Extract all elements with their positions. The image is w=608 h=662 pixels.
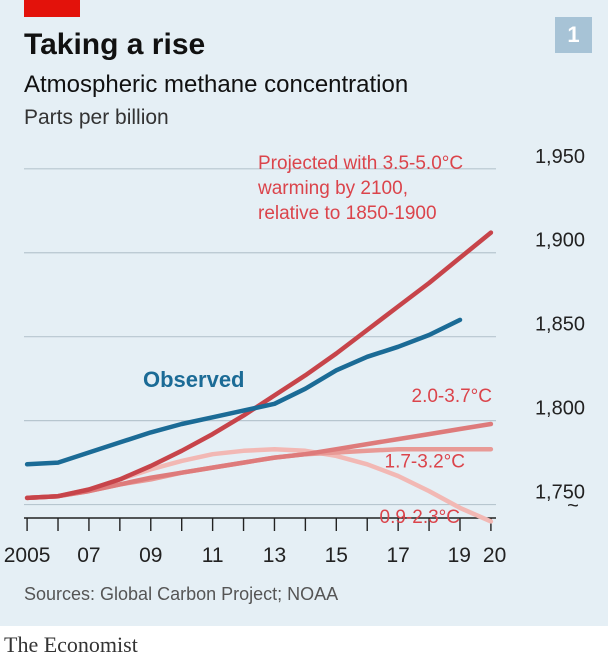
series-annotation-2-line-0: 2.0-3.7°C — [412, 386, 492, 407]
x-tick-label-13: 13 — [263, 544, 286, 567]
chart-card — [0, 0, 608, 626]
axis-break-symbol: ~ — [567, 495, 579, 517]
chart-title: Taking a rise — [24, 28, 206, 61]
methane-line-chart: 1,750 1,800 1,850 1,900 1,950 2005 07 09 11 13 15… — [4, 146, 585, 567]
chart-unit-label: Parts per billion — [24, 106, 169, 129]
series-line-4 — [24, 317, 463, 467]
x-tick-label-11: 11 — [202, 544, 224, 567]
x-tick-label-07: 07 — [77, 544, 100, 567]
y-axis-tick-labels: 1,750 1,800 1,850 1,900 1,950 — [535, 146, 585, 504]
y-tick-label-1950: 1,950 — [535, 146, 585, 168]
y-tick-label-1850: 1,850 — [535, 314, 585, 336]
x-tick-label-2005: 2005 — [4, 544, 51, 567]
x-tick-label-19: 19 — [448, 544, 471, 567]
series-annotation-3: 1.7-3.2°C — [385, 452, 465, 473]
y-tick-label-1800: 1,800 — [535, 398, 585, 420]
chart-subtitle: Atmospheric methane concentration — [24, 71, 409, 98]
series-lines — [24, 230, 494, 524]
series-annotation-3-line-0: 1.7-3.2°C — [385, 452, 465, 473]
series-annotation-4-line-0: 0.9-2.3°C — [380, 507, 460, 528]
x-tick-label-09: 09 — [139, 544, 162, 567]
series-annotations: Projected with 3.5-5.0°C warming by 2100,… — [143, 153, 492, 528]
brand-red-tab — [24, 0, 80, 17]
x-axis: 2005 07 09 11 13 15 17 19 20 ~ — [4, 495, 579, 567]
series-annotation-1-line-0: Observed — [143, 367, 245, 392]
x-tick-label-17: 17 — [386, 544, 409, 567]
series-annotation-2: 2.0-3.7°C — [412, 386, 492, 407]
chart-number-badge: 1 — [555, 17, 592, 53]
series-annotation-0-line-2: relative to 1850-1900 — [258, 203, 437, 224]
series-annotation-0-line-0: Projected with 3.5-5.0°C — [258, 153, 463, 174]
x-tick-label-20: 20 — [483, 544, 506, 567]
x-tick-label-15: 15 — [325, 544, 348, 567]
y-tick-label-1750: 1,750 — [535, 482, 585, 504]
gridlines — [24, 168, 496, 506]
series-annotation-0: Projected with 3.5-5.0°C warming by 2100,… — [257, 153, 463, 224]
publisher-wordmark: The Economist — [4, 632, 138, 657]
series-annotation-4: 0.9-2.3°C — [380, 507, 460, 528]
y-tick-label-1900: 1,900 — [535, 230, 585, 252]
series-line-1 — [24, 421, 494, 501]
series-annotation-0-line-1: warming by 2100, — [257, 178, 408, 199]
series-annotation-1: Observed — [143, 367, 245, 392]
source-note: Sources: Global Carbon Project; NOAA — [24, 584, 339, 604]
